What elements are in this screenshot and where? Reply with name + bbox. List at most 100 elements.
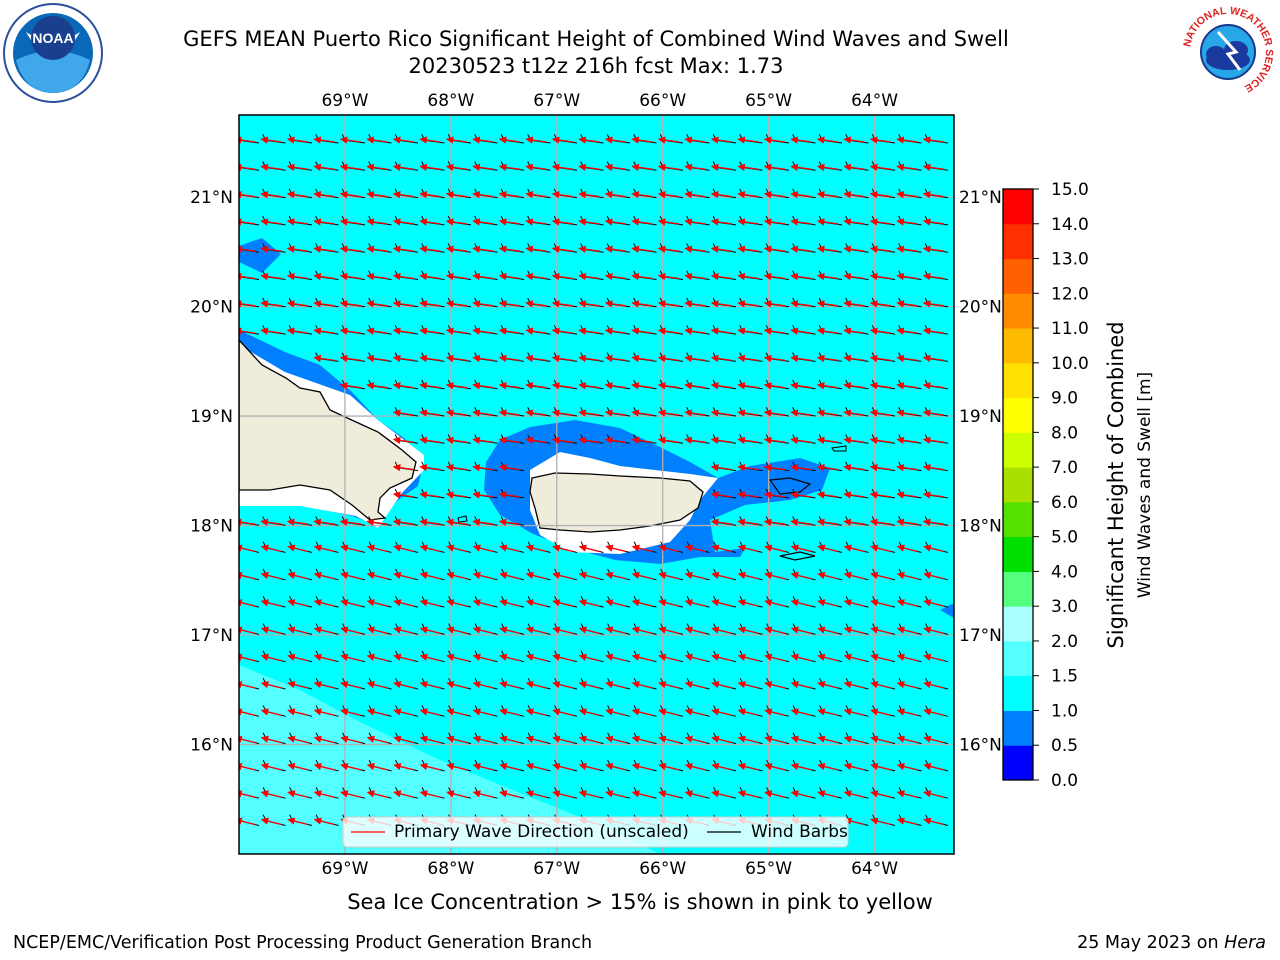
wave-arrow-head <box>392 382 401 390</box>
wave-arrow-head <box>631 626 640 634</box>
wave-arrow-head <box>551 191 560 199</box>
wave-arrow-head <box>499 681 508 689</box>
wave-arrow-head <box>551 300 560 308</box>
noaa-logo-text: NOAA <box>32 30 73 46</box>
wave-arrow-head <box>763 191 772 199</box>
wave-arrow-head <box>896 327 905 335</box>
wave-arrow-head <box>657 163 666 171</box>
wave-arrow-head <box>711 599 720 607</box>
wave-arrow-head <box>604 409 613 417</box>
lat-tick-label-left: 21°N <box>190 188 233 208</box>
wave-arrow-head <box>525 544 534 552</box>
wave-arrow-head <box>922 245 931 253</box>
wave-arrow-head <box>419 708 428 716</box>
wave-arrow-head <box>843 191 852 199</box>
colorbar-tick-label: 2.0 <box>1051 632 1078 652</box>
wave-arrow-head <box>340 735 349 743</box>
wave-arrow-head <box>922 382 931 390</box>
wave-arrow-head <box>313 163 322 171</box>
wave-arrow-head <box>366 382 375 390</box>
wave-arrow-head <box>445 163 454 171</box>
wave-arrow-head <box>260 300 269 308</box>
wave-arrow-head <box>499 544 508 552</box>
colorbar-tick-label: 11.0 <box>1051 319 1089 339</box>
wave-arrow-head <box>870 544 879 552</box>
wave-arrow-head <box>737 491 746 499</box>
wave-arrow-head <box>605 626 614 634</box>
wave-arrow-head <box>366 653 375 661</box>
wave-arrow-head <box>763 436 772 444</box>
wave-arrow-head <box>239 327 242 335</box>
wave-arrow-head <box>737 327 746 335</box>
wave-arrow-head <box>843 436 852 444</box>
wave-arrow-head <box>790 218 799 226</box>
wave-arrow-head <box>578 245 587 253</box>
wave-arrow-head <box>472 708 481 716</box>
sea-ice-note: Sea Ice Concentration > 15% is shown in … <box>347 890 933 914</box>
wave-arrow-head <box>684 653 693 661</box>
wave-arrow-head <box>737 518 746 526</box>
wave-arrow-head <box>684 245 693 253</box>
wave-arrow-head <box>790 327 799 335</box>
wave-arrow-head <box>711 653 720 661</box>
wave-arrow-head <box>393 790 402 798</box>
wave-arrow-head <box>239 191 242 199</box>
colorbar-segment <box>1003 536 1033 572</box>
wave-arrow-head <box>392 518 401 526</box>
colorbar-segment <box>1003 397 1033 433</box>
wave-arrow-head <box>790 136 799 144</box>
wave-arrow-head <box>604 300 613 308</box>
wave-arrow-shaft <box>239 330 256 334</box>
wave-arrow-head <box>392 354 401 363</box>
wave-arrow-head <box>260 191 269 199</box>
wave-arrow-head <box>710 491 719 499</box>
wave-arrow-head <box>472 518 481 526</box>
wave-arrow-head <box>922 163 931 171</box>
wave-arrow-head <box>684 300 693 308</box>
legend-barb-label: Wind Barbs <box>751 822 848 842</box>
wave-arrow-head <box>472 245 481 253</box>
wave-arrow-head <box>817 735 826 743</box>
wave-arrow-head <box>764 790 773 798</box>
wave-arrow-head <box>816 518 825 526</box>
wave-arrow-head <box>260 218 269 226</box>
wave-arrow-head <box>525 191 534 199</box>
wave-arrow-head <box>817 599 826 607</box>
wave-arrow-head <box>498 218 507 226</box>
wave-arrow-head <box>339 272 348 281</box>
wave-arrow-head <box>392 409 401 417</box>
wave-arrow-head <box>552 571 561 579</box>
wave-arrow-head <box>763 245 772 253</box>
colorbar-tick-label: 14.0 <box>1051 215 1089 235</box>
wave-arrow-head <box>551 218 560 226</box>
colorbar-tick-label: 13.0 <box>1051 250 1089 270</box>
wave-arrow-head <box>923 681 932 689</box>
colorbar-title-line2: Wind Waves and Swell [m] <box>1135 372 1155 598</box>
lon-gridlines <box>344 115 876 854</box>
wave-arrow-head <box>843 518 852 526</box>
wave-arrow-head <box>392 272 401 281</box>
wave-arrow-head <box>658 544 667 552</box>
wave-arrow-head <box>816 245 825 253</box>
wave-arrow-shaft <box>239 601 256 607</box>
wave-arrow-head <box>763 272 772 281</box>
wave-arrow-head <box>499 762 508 771</box>
wave-arrow-head <box>764 762 773 771</box>
wave-arrow-head <box>658 599 667 607</box>
wave-arrow-shaft <box>239 710 256 716</box>
wave-arrow-head <box>313 191 322 199</box>
wave-arrow-head <box>525 409 534 417</box>
wave-arrow-head <box>393 762 402 771</box>
colorbar-segment <box>1003 189 1033 225</box>
wave-arrow-head <box>578 436 587 444</box>
wave-arrow-head <box>710 436 719 444</box>
wave-arrow-head <box>260 790 269 798</box>
wave-arrow-head <box>631 681 640 689</box>
wave-arrow-head <box>313 518 322 526</box>
wave-arrow-head <box>870 681 879 689</box>
wave-arrow-head <box>657 191 666 199</box>
wave-arrow-head <box>658 708 667 716</box>
wave-arrow-head <box>366 300 375 308</box>
wave-arrow-head <box>896 626 905 634</box>
wave-arrow-head <box>790 464 799 472</box>
